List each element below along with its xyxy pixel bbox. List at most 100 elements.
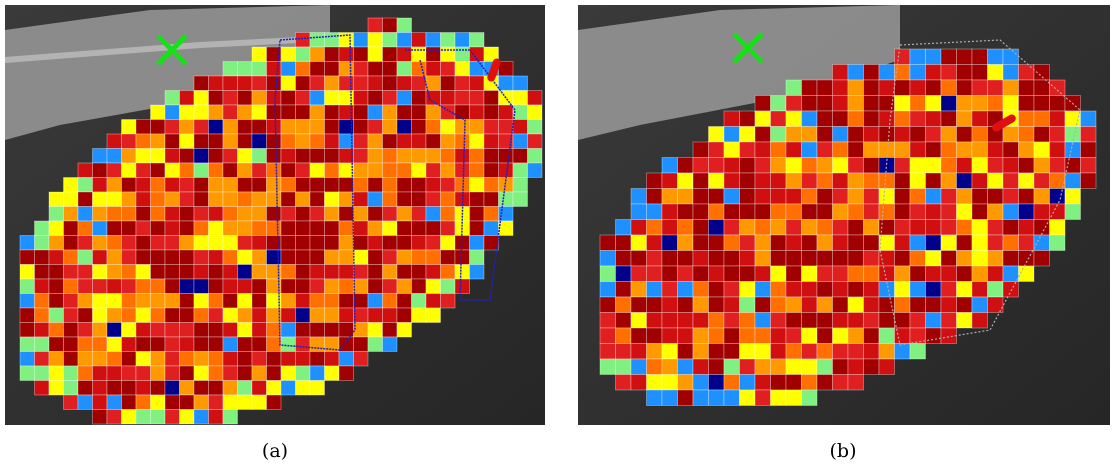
grid-cell [368, 91, 383, 106]
grid-cell [647, 220, 663, 236]
grid-cell [354, 207, 369, 222]
grid-cell [310, 337, 325, 352]
grid-cell [817, 297, 833, 313]
grid-cell [223, 236, 238, 251]
grid-cell [848, 65, 864, 81]
grid-cell [631, 220, 647, 236]
grid-cell [771, 297, 787, 313]
grid-cell [693, 390, 709, 406]
grid-cell [470, 265, 485, 280]
grid-cell [194, 221, 209, 236]
grid-cell [972, 142, 988, 158]
grid-cell [662, 390, 678, 406]
grid-cell [267, 149, 282, 164]
grid-cell [879, 344, 895, 360]
grid-cell [281, 47, 296, 62]
grid-cell [817, 344, 833, 360]
grid-cell [864, 142, 880, 158]
grid-cell [180, 236, 195, 251]
grid-cell [267, 207, 282, 222]
grid-cell [78, 192, 93, 207]
grid-cell [180, 308, 195, 323]
grid-cell [848, 96, 864, 112]
grid-cell [755, 96, 771, 112]
grid-cell [662, 344, 678, 360]
grid-cell [740, 235, 756, 251]
grid-cell [755, 173, 771, 189]
grid-cell [895, 313, 911, 329]
grid-cell [281, 250, 296, 265]
grid-cell [354, 149, 369, 164]
grid-cell [368, 279, 383, 294]
grid-cell [895, 282, 911, 298]
grid-cell [180, 91, 195, 106]
grid-cell [122, 323, 137, 338]
grid-cell [49, 323, 64, 338]
grid-cell [600, 266, 616, 282]
grid-cell [926, 313, 942, 329]
grid-cell [49, 192, 64, 207]
grid-cell [988, 251, 1004, 267]
grid-cell [616, 282, 632, 298]
grid-cell [151, 207, 166, 222]
grid-cell [267, 91, 282, 106]
grid-cell [755, 359, 771, 375]
grid-cell [499, 149, 514, 164]
grid-cell [1019, 111, 1035, 127]
grid-cell [724, 375, 740, 391]
grid-cell [93, 352, 108, 367]
grid-cell [238, 134, 253, 149]
grid-cell [484, 149, 499, 164]
grid-cell [1019, 220, 1035, 236]
grid-cell [194, 163, 209, 178]
grid-cell [441, 178, 456, 193]
grid-cell [1050, 127, 1066, 143]
grid-cell [310, 221, 325, 236]
grid-cell [296, 47, 311, 62]
grid-cell [616, 297, 632, 313]
grid-cell [209, 279, 224, 294]
grid-cell [93, 294, 108, 309]
grid-cell [368, 294, 383, 309]
grid-cell [879, 359, 895, 375]
grid-cell [724, 142, 740, 158]
grid-cell [151, 178, 166, 193]
grid-cell [662, 282, 678, 298]
grid-cell [1065, 173, 1081, 189]
grid-cell [151, 265, 166, 280]
grid-cell [771, 111, 787, 127]
grid-cell [678, 297, 694, 313]
grid-cell [368, 265, 383, 280]
grid-cell [771, 375, 787, 391]
grid-cell [252, 381, 267, 396]
grid-cell [49, 207, 64, 222]
grid-cell [693, 282, 709, 298]
grid-cell [724, 158, 740, 174]
grid-cell [755, 313, 771, 329]
grid-cell [397, 265, 412, 280]
grid-cell [470, 62, 485, 77]
grid-cell [484, 221, 499, 236]
grid-cell [740, 390, 756, 406]
grid-cell [426, 178, 441, 193]
grid-cell [817, 220, 833, 236]
grid-cell [252, 323, 267, 338]
grid-cell [281, 91, 296, 106]
grid-cell [426, 47, 441, 62]
grid-cell [281, 207, 296, 222]
grid-cell [397, 192, 412, 207]
caption: (b) [830, 440, 857, 462]
grid-cell [724, 282, 740, 298]
grid-cell [339, 323, 354, 338]
grid-cell [833, 111, 849, 127]
grid-cell [194, 410, 209, 425]
grid-cell [35, 221, 50, 236]
grid-cell [49, 279, 64, 294]
grid-cell [267, 134, 282, 149]
grid-cell [631, 266, 647, 282]
grid-cell [1034, 142, 1050, 158]
grid-cell [122, 294, 137, 309]
grid-cell [383, 163, 398, 178]
grid-cell [895, 80, 911, 96]
grid-cell [455, 62, 470, 77]
